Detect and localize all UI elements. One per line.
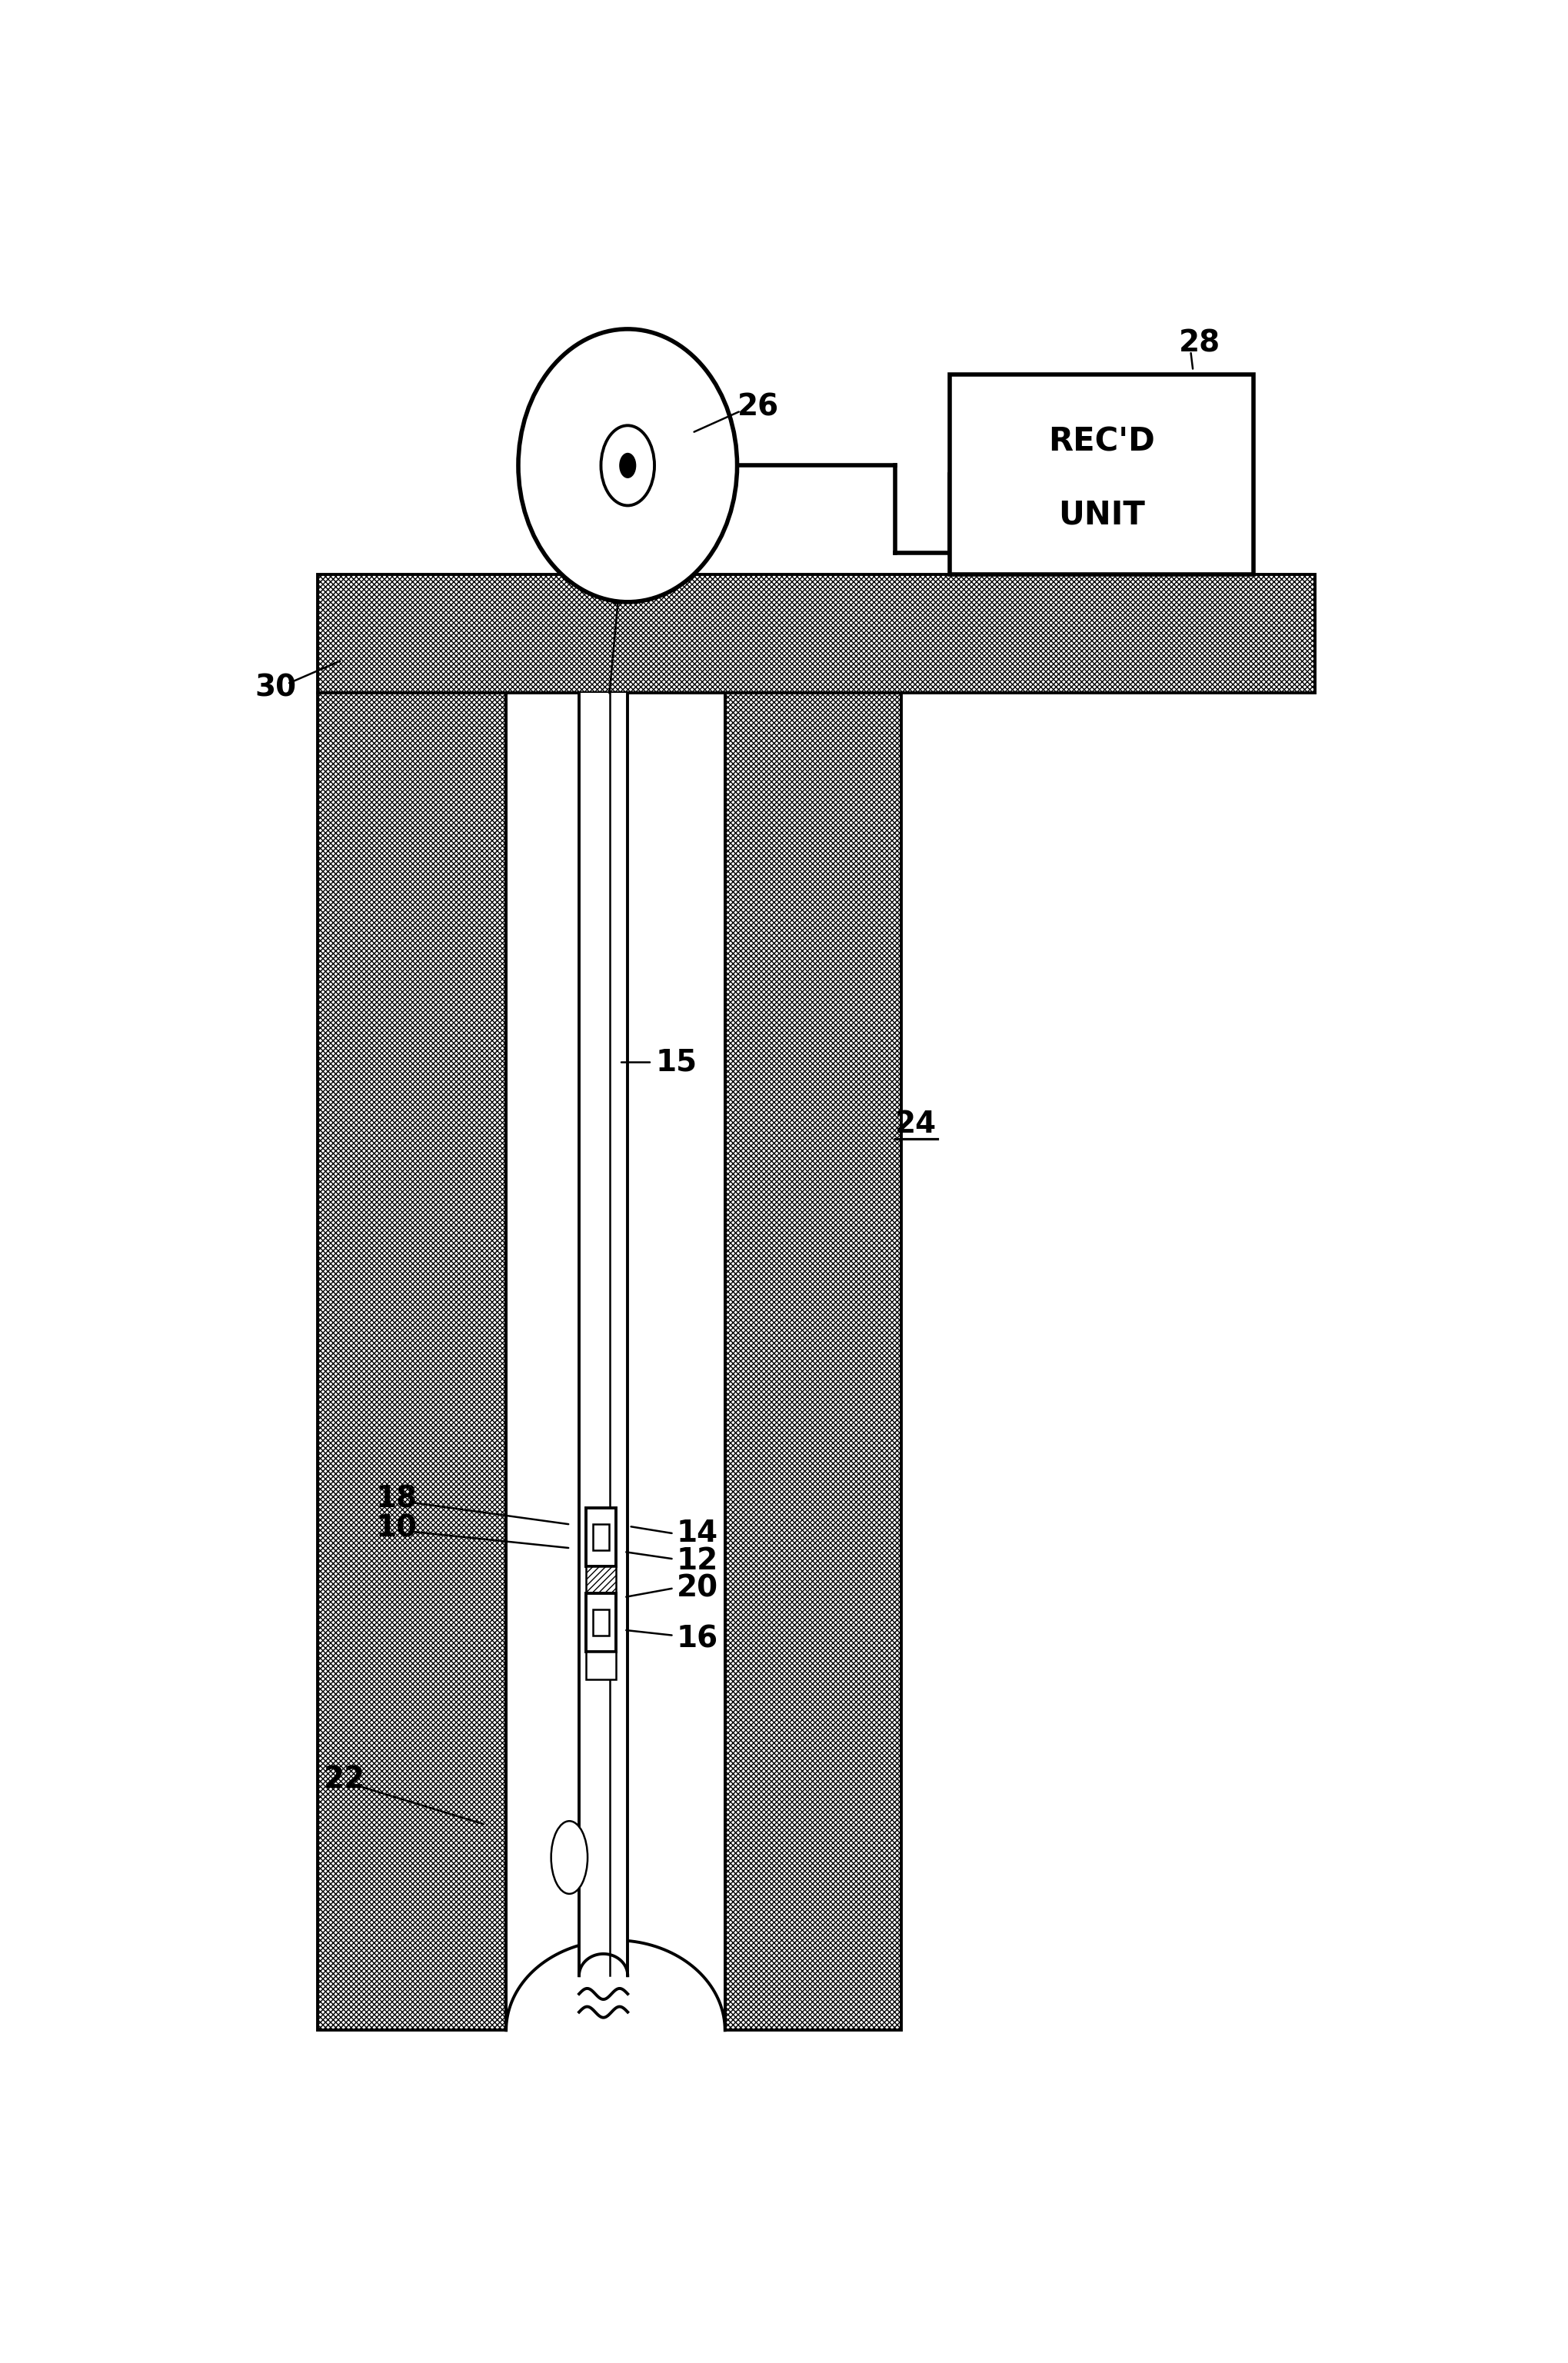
- Bar: [593, 1609, 608, 1635]
- Text: 28: 28: [1178, 328, 1220, 359]
- Bar: [585, 1508, 616, 1567]
- Bar: [317, 574, 1314, 692]
- Text: 30: 30: [254, 673, 296, 702]
- Bar: [317, 574, 1314, 692]
- Bar: [317, 692, 506, 2030]
- Text: 22: 22: [323, 1765, 365, 1794]
- Text: 15: 15: [655, 1047, 696, 1078]
- Bar: [585, 1652, 616, 1680]
- Text: 10: 10: [376, 1512, 417, 1543]
- Bar: [317, 692, 506, 2030]
- Text: 26: 26: [737, 392, 778, 423]
- Text: 24: 24: [895, 1111, 936, 1139]
- Text: UNIT: UNIT: [1058, 499, 1145, 532]
- Bar: [593, 1524, 608, 1550]
- Bar: [585, 1593, 616, 1652]
- Ellipse shape: [550, 1822, 588, 1893]
- Bar: [585, 1567, 616, 1600]
- Circle shape: [619, 454, 637, 477]
- Text: 20: 20: [676, 1574, 718, 1602]
- Bar: [579, 692, 627, 1975]
- Bar: [950, 376, 1253, 574]
- Text: REC'D: REC'D: [1047, 425, 1154, 458]
- Text: 14: 14: [676, 1519, 718, 1548]
- Bar: [724, 692, 900, 2030]
- Circle shape: [601, 425, 654, 506]
- Ellipse shape: [517, 328, 737, 603]
- Text: 18: 18: [376, 1484, 417, 1515]
- Text: 12: 12: [676, 1545, 718, 1576]
- Text: 16: 16: [676, 1623, 718, 1654]
- Bar: [724, 692, 900, 2030]
